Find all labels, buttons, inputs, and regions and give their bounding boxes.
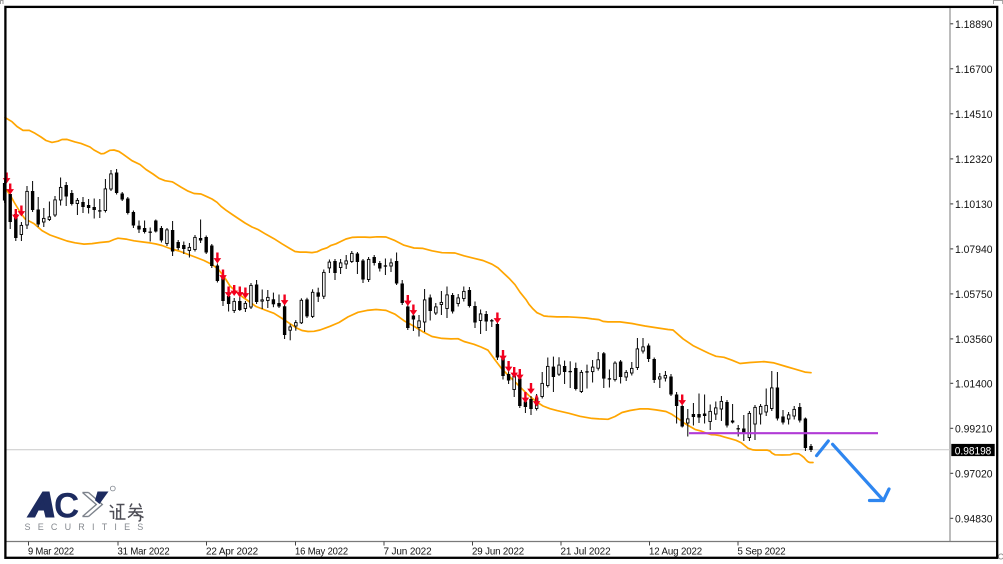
svg-text:16 May 2022: 16 May 2022 [295,547,348,558]
svg-text:1.03560: 1.03560 [955,334,993,346]
svg-text:0.99210: 0.99210 [955,424,993,436]
svg-text:1.07940: 1.07940 [955,244,993,256]
svg-text:21 Jul 2022: 21 Jul 2022 [561,547,611,558]
svg-text:22 Apr 2022: 22 Apr 2022 [206,547,258,558]
svg-text:1.05750: 1.05750 [955,289,993,301]
svg-text:9 Mar 2022: 9 Mar 2022 [28,547,74,558]
svg-text:C: C [54,487,79,526]
svg-text:0.98198: 0.98198 [955,446,992,458]
svg-text:SECURITIES: SECURITIES [25,522,151,532]
svg-text:0.94830: 0.94830 [955,514,993,526]
svg-text:5 Sep 2022: 5 Sep 2022 [738,547,786,558]
svg-text:1.01400: 1.01400 [955,379,993,391]
svg-text:1.12320: 1.12320 [955,154,993,166]
svg-text:1.14510: 1.14510 [955,109,993,121]
svg-text:1.18890: 1.18890 [955,19,993,31]
svg-text:1.10130: 1.10130 [955,199,993,211]
svg-text:1.16700: 1.16700 [955,64,993,76]
svg-text:12 Aug 2022: 12 Aug 2022 [649,547,702,558]
svg-text:0.97020: 0.97020 [955,469,993,481]
svg-text:7 Jun 2022: 7 Jun 2022 [384,547,432,558]
svg-text:29 Jun 2022: 29 Jun 2022 [472,547,524,558]
svg-text:31 Mar 2022: 31 Mar 2022 [118,547,170,558]
